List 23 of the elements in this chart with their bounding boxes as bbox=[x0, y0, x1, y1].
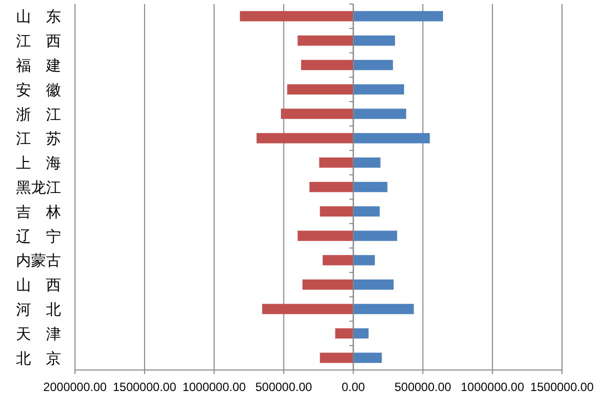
y-tick-label: 安 徽 bbox=[16, 82, 61, 99]
y-tick-label: 黑龙江 bbox=[16, 180, 61, 196]
x-tick-label: 1000000.00 bbox=[460, 380, 524, 394]
y-tick-label: 天 津 bbox=[16, 326, 61, 343]
y-tick-label: 河 北 bbox=[16, 302, 61, 318]
y-tick-label: 辽 宁 bbox=[16, 228, 61, 246]
x-tick-label: 1500000.00 bbox=[112, 380, 177, 394]
y-tick-label: 内蒙古 bbox=[16, 252, 61, 270]
y-tick-label: 福 建 bbox=[16, 58, 61, 74]
x-tick-label: 2000000.00 bbox=[43, 380, 108, 394]
y-tick-label: 上 海 bbox=[16, 155, 61, 172]
x-tick-label: 1500000.00 bbox=[530, 380, 594, 394]
x-tick-label: 0.00 bbox=[342, 380, 366, 394]
x-tick-label: 500000.00 bbox=[255, 380, 312, 394]
y-tick-label: 浙 江 bbox=[16, 106, 61, 124]
x-tick-label: 1000000.00 bbox=[182, 380, 246, 394]
y-tick-label: 江 苏 bbox=[16, 130, 61, 148]
y-tick-label: 山 东 bbox=[16, 8, 61, 26]
y-tick-label: 北 京 bbox=[16, 350, 61, 368]
y-tick-label: 吉 林 bbox=[16, 204, 61, 221]
y-tick-label: 江 西 bbox=[16, 33, 61, 50]
x-tick-label: 500000.00 bbox=[394, 380, 452, 394]
y-tick-label: 山 西 bbox=[16, 277, 61, 294]
